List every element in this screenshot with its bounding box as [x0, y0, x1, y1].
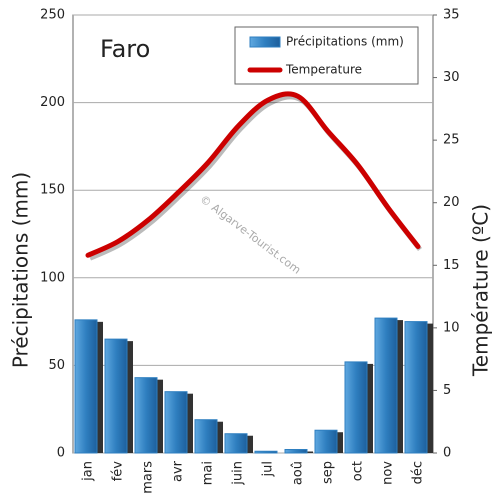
y2-tick-label: 20	[443, 195, 460, 210]
x-tick-label: déc	[411, 461, 426, 484]
y-tick-label: 200	[40, 95, 65, 110]
y-tick-label: 0	[57, 446, 65, 461]
bar	[284, 448, 308, 454]
bar	[224, 433, 248, 454]
bar	[104, 338, 128, 454]
x-tick-label: nov	[381, 461, 396, 485]
y2-tick-label: 10	[443, 320, 460, 335]
y2-tick-label: 15	[443, 258, 460, 273]
bar	[194, 419, 218, 454]
x-tick-label: aoû	[291, 461, 306, 485]
x-tick-label: fév	[111, 461, 126, 482]
x-tick-label: mars	[141, 461, 156, 494]
bar	[164, 391, 188, 454]
legend-label: Précipitations (mm)	[286, 35, 404, 49]
x-tick-label: jan	[81, 461, 96, 482]
y2-tick-label: 35	[443, 8, 460, 23]
legend	[234, 26, 419, 85]
y2-axis-label: Température (ºC)	[469, 204, 493, 377]
y-tick-label: 250	[40, 8, 65, 23]
y-tick-label: 100	[40, 270, 65, 285]
bar	[134, 377, 158, 454]
x-tick-label: mai	[201, 461, 216, 485]
y2-tick-label: 25	[443, 133, 460, 148]
bar	[74, 319, 98, 454]
x-tick-label: jul	[261, 461, 276, 477]
y-tick-label: 50	[48, 358, 65, 373]
y2-tick-label: 0	[443, 446, 451, 461]
bar	[344, 361, 368, 454]
y2-tick-label: 5	[443, 383, 451, 398]
bar	[404, 321, 428, 454]
bar	[374, 317, 398, 454]
x-tick-label: oct	[351, 461, 366, 481]
bar	[254, 450, 278, 454]
y2-tick-label: 30	[443, 70, 460, 85]
y-axis-label: Précipitations (mm)	[9, 172, 33, 368]
legend-swatch	[249, 36, 281, 48]
bar	[314, 429, 338, 454]
x-tick-label: avr	[171, 460, 186, 482]
y-tick-label: 150	[40, 183, 65, 198]
x-tick-label: juin	[231, 461, 246, 486]
chart-title: Faro	[100, 35, 150, 63]
line	[85, 91, 421, 258]
x-tick-label: sep	[321, 461, 336, 484]
legend-label: Temperature	[285, 63, 362, 77]
